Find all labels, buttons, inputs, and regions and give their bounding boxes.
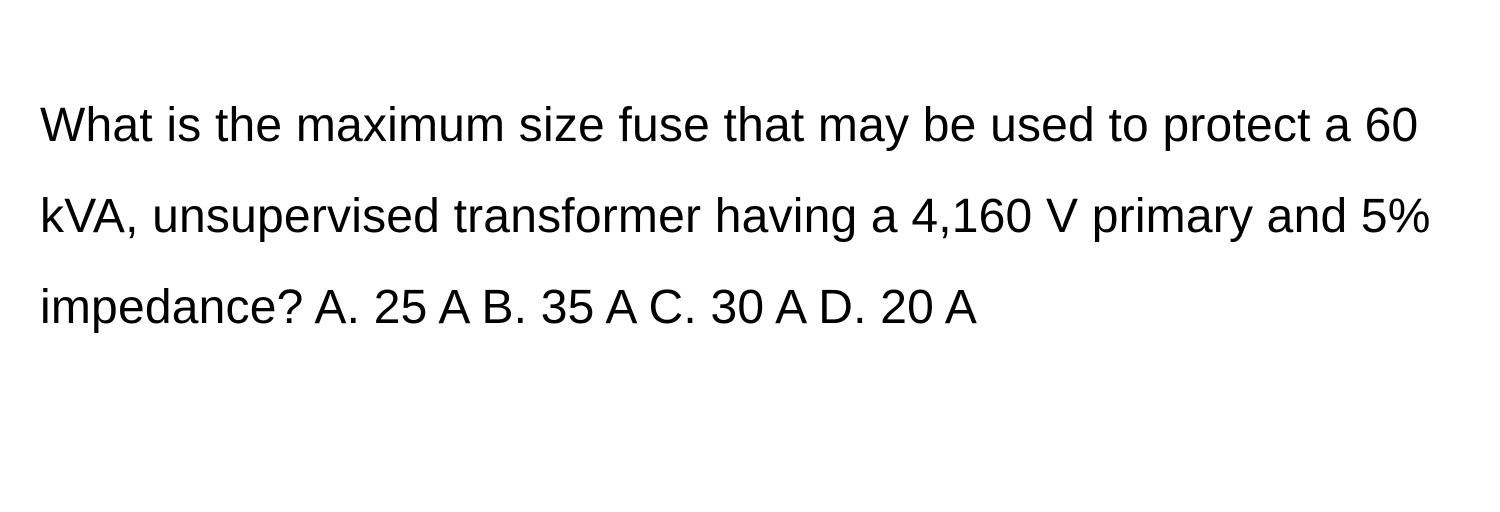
question-text: What is the maximum size fuse that may b… — [40, 80, 1460, 354]
